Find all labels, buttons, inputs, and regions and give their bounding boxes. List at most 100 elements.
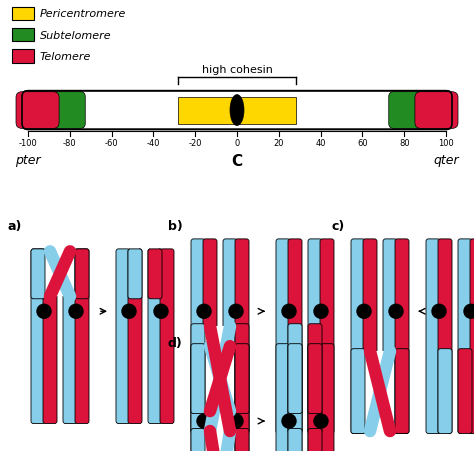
- Text: a): a): [8, 220, 22, 233]
- Bar: [440, 351, 449, 436]
- Circle shape: [229, 414, 243, 428]
- FancyBboxPatch shape: [395, 349, 409, 433]
- FancyBboxPatch shape: [23, 92, 85, 129]
- Circle shape: [282, 304, 296, 318]
- Text: -60: -60: [105, 139, 118, 148]
- Text: Subtelomere: Subtelomere: [40, 31, 111, 41]
- FancyBboxPatch shape: [223, 344, 237, 451]
- FancyBboxPatch shape: [235, 239, 249, 433]
- FancyBboxPatch shape: [16, 92, 59, 129]
- FancyBboxPatch shape: [426, 239, 440, 433]
- Bar: [179, 97, 295, 124]
- FancyBboxPatch shape: [75, 249, 89, 299]
- FancyBboxPatch shape: [438, 349, 452, 433]
- Bar: [206, 431, 235, 451]
- Bar: [206, 327, 235, 436]
- Text: pter: pter: [15, 153, 41, 166]
- Circle shape: [197, 304, 211, 318]
- Circle shape: [37, 304, 51, 318]
- Text: d): d): [168, 336, 183, 350]
- Circle shape: [154, 304, 168, 318]
- FancyBboxPatch shape: [383, 239, 397, 433]
- FancyBboxPatch shape: [458, 239, 472, 433]
- Circle shape: [69, 304, 83, 318]
- Circle shape: [314, 304, 328, 318]
- FancyBboxPatch shape: [116, 249, 130, 423]
- FancyBboxPatch shape: [308, 344, 322, 451]
- Text: b): b): [168, 220, 183, 233]
- Bar: [12, 29, 34, 42]
- FancyBboxPatch shape: [458, 349, 472, 433]
- Text: -40: -40: [146, 139, 160, 148]
- Bar: [291, 341, 300, 411]
- FancyBboxPatch shape: [308, 428, 322, 451]
- FancyBboxPatch shape: [148, 249, 162, 299]
- FancyBboxPatch shape: [148, 249, 162, 423]
- Ellipse shape: [230, 96, 244, 126]
- Bar: [12, 8, 34, 21]
- Bar: [291, 431, 300, 451]
- FancyBboxPatch shape: [22, 92, 452, 130]
- Text: 0: 0: [234, 139, 240, 148]
- Circle shape: [122, 304, 136, 318]
- FancyBboxPatch shape: [128, 249, 142, 299]
- Text: 40: 40: [315, 139, 326, 148]
- FancyBboxPatch shape: [276, 344, 290, 451]
- FancyBboxPatch shape: [223, 239, 237, 433]
- Circle shape: [464, 304, 474, 318]
- Circle shape: [357, 304, 371, 318]
- Bar: [130, 247, 139, 297]
- Circle shape: [197, 414, 211, 428]
- FancyBboxPatch shape: [470, 239, 474, 433]
- FancyBboxPatch shape: [235, 344, 249, 414]
- Text: Telomere: Telomere: [40, 52, 91, 62]
- FancyBboxPatch shape: [191, 344, 205, 414]
- FancyBboxPatch shape: [288, 344, 302, 451]
- FancyBboxPatch shape: [363, 239, 377, 433]
- FancyBboxPatch shape: [191, 344, 205, 451]
- FancyBboxPatch shape: [31, 249, 45, 423]
- FancyBboxPatch shape: [308, 344, 322, 414]
- Bar: [310, 431, 319, 451]
- FancyBboxPatch shape: [288, 239, 302, 433]
- FancyBboxPatch shape: [351, 349, 365, 433]
- FancyBboxPatch shape: [191, 324, 205, 433]
- FancyBboxPatch shape: [389, 92, 451, 129]
- FancyBboxPatch shape: [43, 249, 57, 423]
- Text: c): c): [332, 220, 345, 233]
- Bar: [461, 351, 470, 436]
- FancyBboxPatch shape: [308, 324, 322, 433]
- FancyBboxPatch shape: [351, 239, 365, 433]
- FancyBboxPatch shape: [203, 239, 217, 433]
- Bar: [310, 341, 319, 411]
- FancyBboxPatch shape: [191, 428, 205, 451]
- Text: high cohesin: high cohesin: [201, 65, 273, 75]
- Text: -20: -20: [189, 139, 202, 148]
- FancyBboxPatch shape: [160, 249, 174, 423]
- FancyBboxPatch shape: [63, 249, 77, 423]
- FancyBboxPatch shape: [191, 239, 205, 433]
- FancyBboxPatch shape: [320, 239, 334, 433]
- Circle shape: [282, 414, 296, 428]
- Text: qter: qter: [433, 153, 459, 166]
- Bar: [310, 327, 319, 436]
- Text: 60: 60: [357, 139, 368, 148]
- Circle shape: [432, 304, 446, 318]
- Text: 100: 100: [438, 139, 454, 148]
- Circle shape: [314, 414, 328, 428]
- Bar: [291, 327, 300, 436]
- Bar: [206, 341, 235, 411]
- FancyBboxPatch shape: [235, 324, 249, 433]
- FancyBboxPatch shape: [288, 324, 302, 433]
- FancyBboxPatch shape: [395, 239, 409, 433]
- FancyBboxPatch shape: [235, 344, 249, 451]
- Bar: [365, 351, 394, 436]
- Text: C: C: [231, 153, 243, 168]
- Bar: [151, 247, 159, 297]
- FancyBboxPatch shape: [288, 428, 302, 451]
- FancyBboxPatch shape: [235, 428, 249, 451]
- FancyBboxPatch shape: [31, 249, 45, 299]
- FancyBboxPatch shape: [438, 239, 452, 433]
- Text: 80: 80: [399, 139, 410, 148]
- Circle shape: [229, 304, 243, 318]
